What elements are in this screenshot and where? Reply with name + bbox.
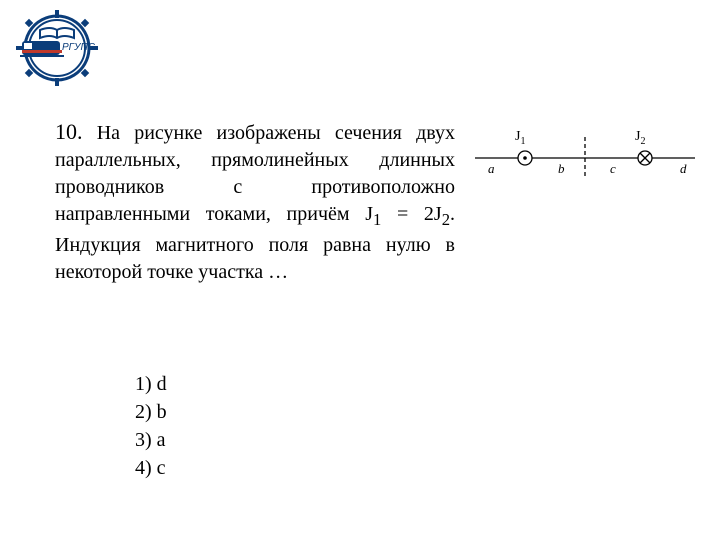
point-a: a	[488, 161, 495, 176]
sub-j2: 2	[442, 210, 450, 229]
question-number: 10.	[55, 119, 83, 144]
option-2: 2) b	[135, 398, 167, 426]
label-j1-sub: 1	[520, 136, 525, 147]
question-block: 10. На рисунке изображены сечения двух п…	[55, 117, 455, 286]
point-d: d	[680, 161, 687, 176]
label-j2-sub: 2	[640, 136, 645, 147]
logo-svg: РГУПС	[12, 8, 102, 88]
logo-text: РГУПС	[62, 42, 96, 53]
point-b: b	[558, 161, 565, 176]
svg-text:J2: J2	[635, 129, 645, 147]
svg-text:J1: J1	[515, 129, 525, 147]
diagram-svg: J1 J2 a b c d	[470, 125, 700, 185]
physics-diagram: J1 J2 a b c d	[470, 125, 700, 185]
university-logo: РГУПС	[12, 8, 102, 88]
answer-options: 1) d 2) b 3) a 4) c	[135, 370, 167, 482]
point-c: c	[610, 161, 616, 176]
option-3: 3) a	[135, 426, 167, 454]
question-text: 10. На рисунке изображены сечения двух п…	[55, 117, 455, 286]
option-1: 1) d	[135, 370, 167, 398]
option-4: 4) c	[135, 454, 167, 482]
question-body-2: = 2J	[381, 203, 441, 225]
